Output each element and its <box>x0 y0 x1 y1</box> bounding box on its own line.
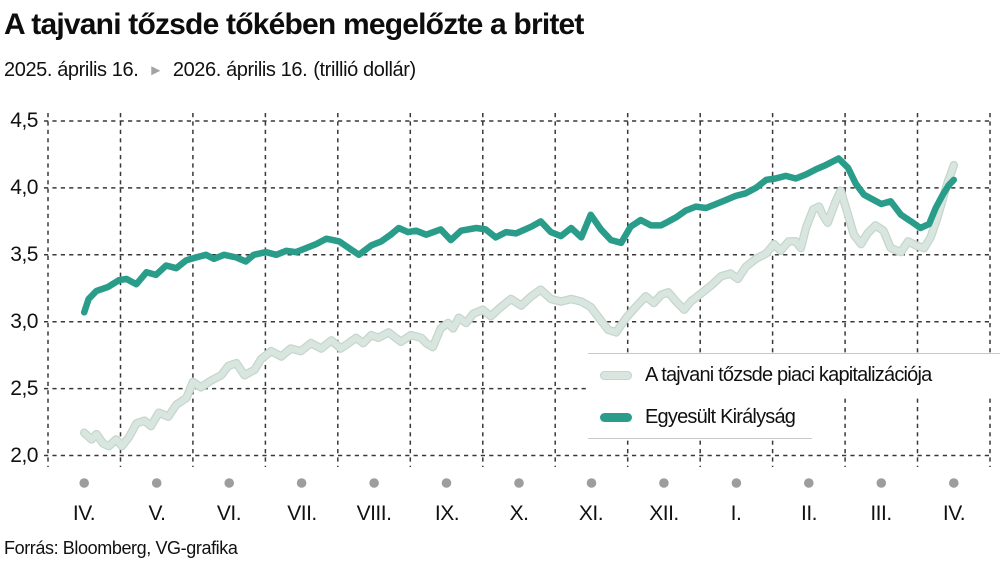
x-axis-label: VI. <box>216 502 242 525</box>
x-axis-label: VII. <box>287 502 317 525</box>
x-axis-label: IX. <box>434 502 460 525</box>
legend-swatch-uk <box>600 413 632 422</box>
month-dot <box>876 478 887 488</box>
subtitle-unit: (trillió dollár) <box>313 59 416 81</box>
legend-item-taiwan: A tajvani tőzsde piaci kapitalizációja <box>588 353 1000 397</box>
legend-label-uk: Egyesült Királyság <box>645 406 796 428</box>
legend-item-uk: Egyesült Királyság <box>588 397 812 439</box>
month-dot <box>224 478 234 488</box>
subtitle: 2025. április 16. ► 2026. április 16. (t… <box>4 59 416 82</box>
y-axis-label: 3,5 <box>10 243 38 266</box>
month-dot <box>296 478 307 488</box>
x-axis-label: VIII. <box>356 502 392 525</box>
arrow-right-icon: ► <box>148 61 163 79</box>
month-dot <box>586 478 597 488</box>
month-dot <box>659 478 669 488</box>
month-dot <box>804 478 814 488</box>
page-title: A tajvani tőzsde tőkében megelőzte a bri… <box>4 8 584 41</box>
month-dot <box>79 478 89 488</box>
y-axis-label: 2,0 <box>10 444 38 467</box>
subtitle-date-to: 2026. április 16. <box>172 59 308 81</box>
x-axis-label: X. <box>509 502 529 525</box>
x-axis-label: III. <box>870 502 892 525</box>
month-dot <box>731 478 742 488</box>
x-axis-label: I. <box>730 502 742 525</box>
x-axis-label: II. <box>800 502 818 525</box>
legend-label-taiwan: A tajvani tőzsde piaci kapitalizációja <box>645 364 932 386</box>
month-dot <box>949 478 959 488</box>
x-axis-label: XI. <box>578 502 604 525</box>
y-axis-label: 2,5 <box>10 377 38 400</box>
y-axis-label: 3,0 <box>10 310 38 333</box>
month-dot <box>151 478 162 488</box>
source-credit: Forrás: Bloomberg, VG-grafika <box>4 538 238 558</box>
month-dot <box>514 478 524 488</box>
series-uk <box>80 155 958 316</box>
y-axis-label: 4,0 <box>10 176 38 199</box>
month-dot <box>369 478 379 488</box>
legend-swatch-taiwan <box>600 371 632 380</box>
x-axis-label: XII. <box>649 502 679 525</box>
x-axis-label: V. <box>148 502 166 525</box>
y-axis-label: 4,5 <box>10 109 38 132</box>
month-dot <box>441 478 452 488</box>
x-axis-label: IV. <box>942 502 966 525</box>
series-taiwan <box>81 162 957 450</box>
subtitle-date-from: 2025. április 16. <box>4 59 139 81</box>
x-axis-label: IV. <box>72 502 96 525</box>
